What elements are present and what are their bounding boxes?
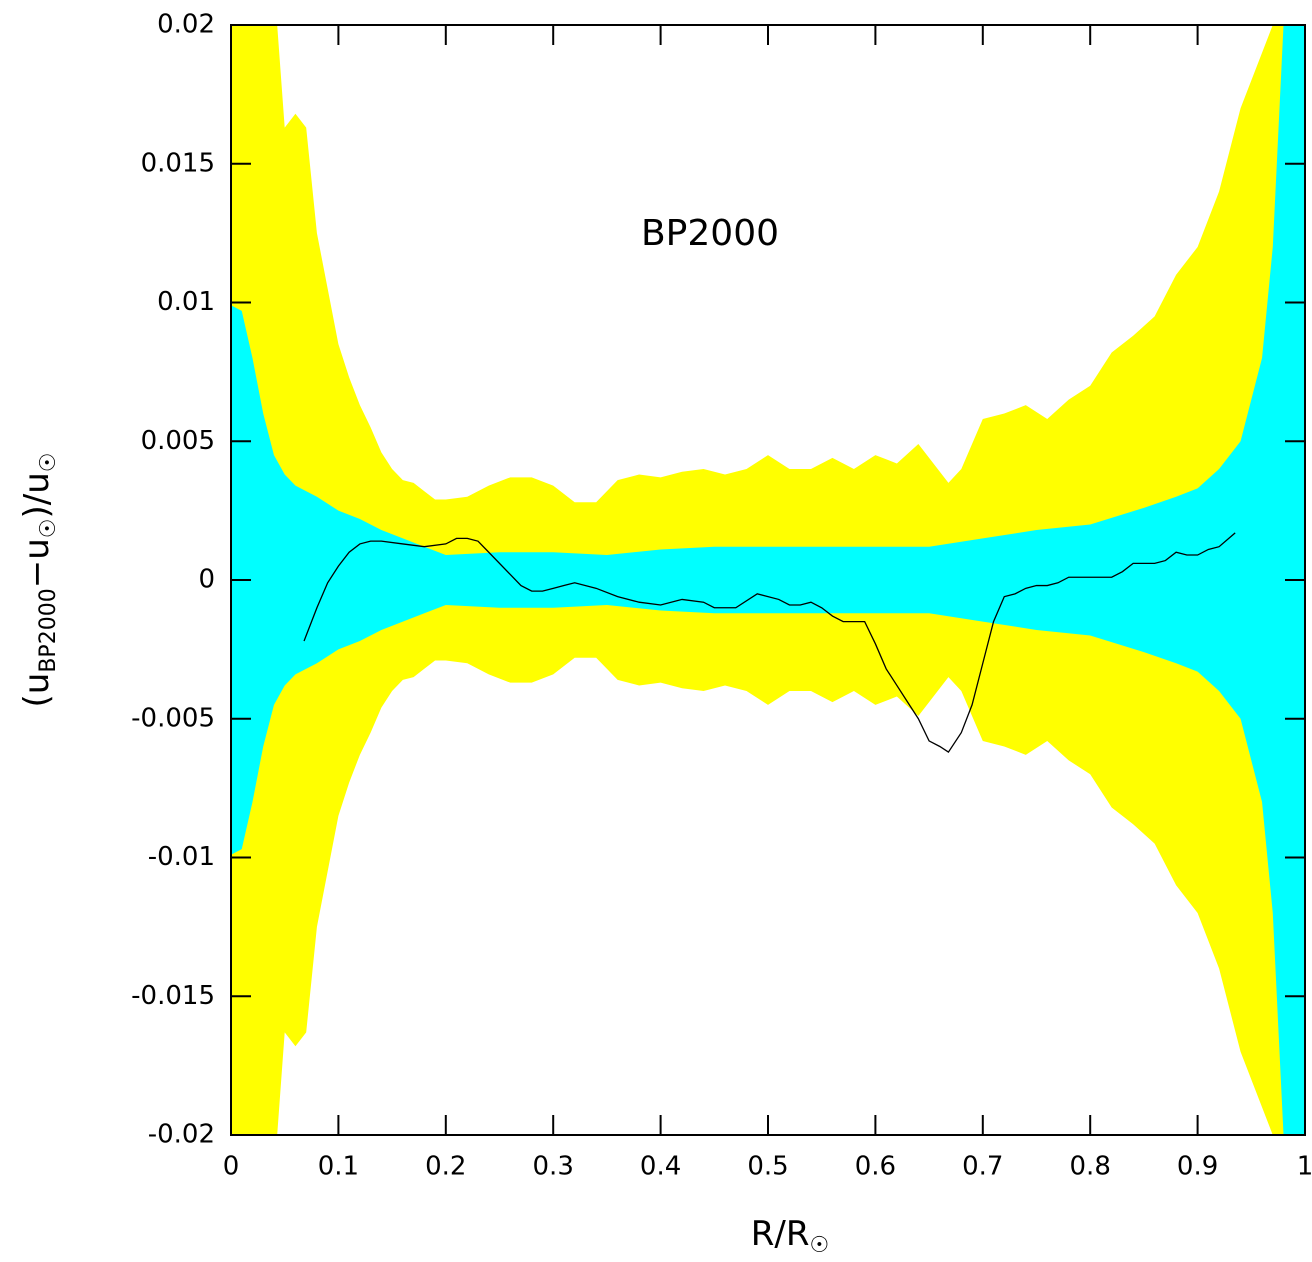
y-axis-label: (uBP2000−u☉)/u☉ (17, 453, 61, 708)
y-tick-label: -0.005 (131, 703, 215, 733)
axes-frame (230, 24, 1306, 1136)
x-tick-label: 0.8 (1070, 1152, 1111, 1182)
ylabel-part: BP2000 (36, 588, 61, 672)
ylabel-part: ☉ (36, 519, 61, 539)
band (231, 25, 1305, 1135)
x-tick-label: 0.7 (962, 1152, 1003, 1182)
ylabel-part: −u (17, 538, 57, 588)
y-tick-label: -0.01 (148, 842, 215, 872)
xlabel-part: R/R (751, 1214, 810, 1254)
y-tick-label: 0.005 (141, 426, 215, 456)
x-axis-label: R/R☉ (751, 1214, 829, 1258)
y-tick-label: 0.01 (157, 287, 215, 317)
y-tick-label: 0.015 (141, 148, 215, 178)
ylabel-part: )/u (17, 472, 57, 518)
x-tick-label: 0.6 (855, 1152, 896, 1182)
ylabel-part: ☉ (36, 453, 61, 473)
annotation: BP2000 (641, 213, 779, 254)
line (303, 532, 1236, 753)
y-tick-label: 0 (198, 565, 215, 595)
x-tick-label: 0.4 (640, 1152, 681, 1182)
ticks: 0 0.1 0.2 0.3 0.4 0.5 0.6 0.7 0.8 0.9 1 -0.02 -0.015… (131, 10, 1312, 1182)
ylabel-part: (u (17, 673, 57, 708)
x-tick-label: 0.5 (747, 1152, 788, 1182)
plot-area (231, 25, 1305, 1135)
y-tick-label: 0.02 (157, 10, 215, 40)
x-tick-label: 0.3 (533, 1152, 574, 1182)
xlabel-part: ☉ (809, 1233, 829, 1258)
x-tick-label: 0.1 (318, 1152, 359, 1182)
x-tick-label: 0 (223, 1152, 240, 1182)
y-tick-label: -0.015 (131, 981, 215, 1011)
x-tick-label: 1 (1297, 1152, 1312, 1182)
y-tick-label: -0.02 (148, 1120, 215, 1150)
x-tick-label: 0.2 (425, 1152, 466, 1182)
x-tick-label: 0.9 (1177, 1152, 1218, 1182)
